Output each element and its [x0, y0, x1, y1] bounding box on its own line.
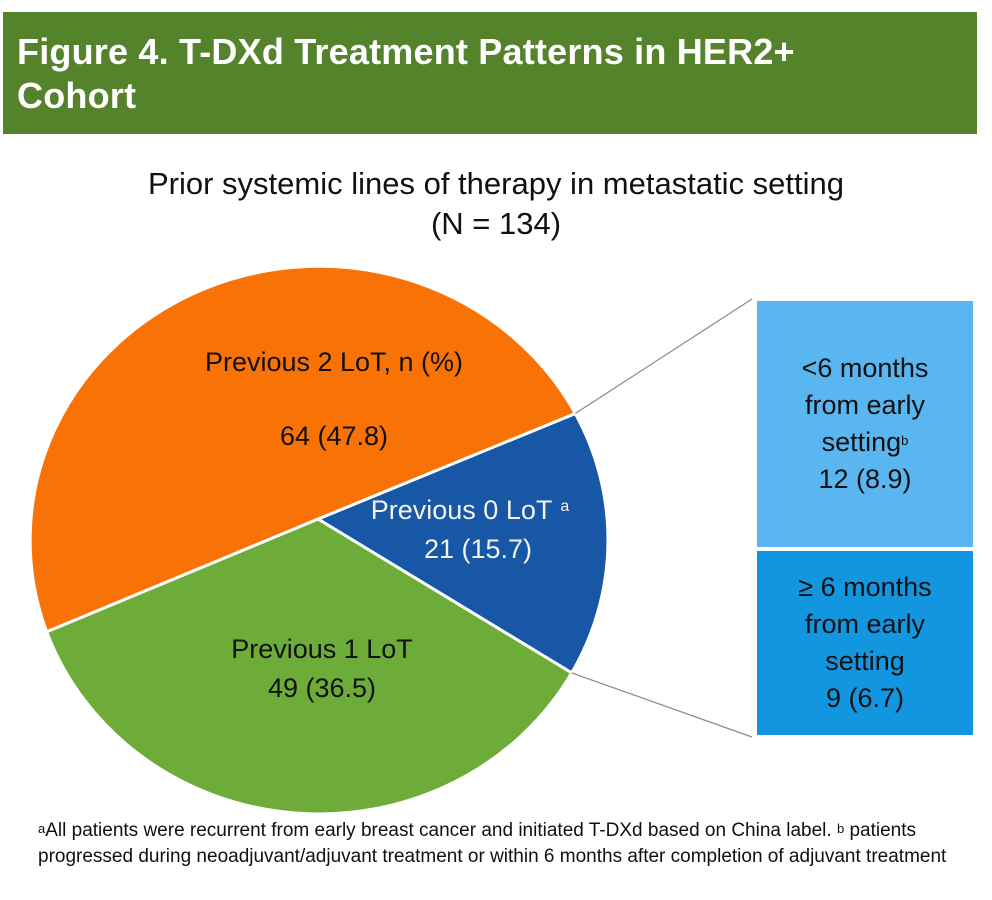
box-lt6-line3-text: setting	[821, 427, 902, 457]
figure-title-line2: Cohort	[17, 75, 137, 116]
breakdown-box-ge6: ≥ 6 months from early setting 9 (6.7)	[757, 551, 973, 735]
slice-label-previous-1: Previous 1 LoT	[231, 634, 413, 664]
figure-title: Figure 4. T-DXd Treatment Patterns in HE…	[17, 30, 795, 118]
connector-line-top	[575, 298, 753, 414]
figure-title-line1: Figure 4. T-DXd Treatment Patterns in HE…	[17, 31, 795, 72]
slice-label-previous-2: Previous 2 LoT, n (%)	[205, 347, 463, 377]
slice-previous-0-lot	[314, 411, 610, 675]
slice-value-previous-2: 64 (47.8)	[280, 421, 388, 451]
box-lt6-line1: <6 months	[801, 353, 929, 383]
box-lt6-value: 12 (8.9)	[818, 464, 912, 494]
slice-previous-1-lot	[44, 517, 574, 816]
footnote-a-marker: a	[560, 498, 569, 515]
footnote-a-text: All patients were recurrent from early b…	[45, 820, 832, 841]
box-ge6-line1: ≥ 6 months	[798, 572, 932, 602]
box-ge6-value: 9 (6.7)	[825, 683, 905, 713]
title-banner: Figure 4. T-DXd Treatment Patterns in HE…	[3, 12, 977, 134]
slice-label-previous-0-text: Previous 0 LoT	[371, 495, 553, 525]
chart-subtitle: (N = 134)	[430, 206, 562, 241]
slice-value-previous-0: 21 (15.7)	[424, 534, 532, 564]
slice-value-previous-1: 49 (36.5)	[268, 673, 376, 703]
footnote-a-mark: a	[38, 821, 46, 836]
box-lt6-line3: settingb	[822, 424, 909, 461]
box-ge6-line3: setting	[825, 646, 905, 676]
breakdown-box-lt6: <6 months from early settingb 12 (8.9)	[757, 301, 973, 547]
slice-label-previous-0: Previous 0 LoT a	[371, 495, 570, 525]
box-ge6-line2: from early	[804, 609, 926, 639]
footnote-b-text: patients progressed during neoadjuvant/a…	[38, 820, 947, 867]
footnote-b-marker: b	[901, 433, 909, 448]
box-lt6-line2: from early	[804, 390, 926, 420]
footnote-b-mark: b	[836, 821, 845, 836]
footnote: aAll patients were recurrent from early …	[38, 818, 978, 870]
chart-title: Prior systemic lines of therapy in metas…	[147, 166, 845, 201]
slice-previous-2-lot	[28, 264, 578, 634]
connector-line-bottom	[571, 672, 753, 738]
